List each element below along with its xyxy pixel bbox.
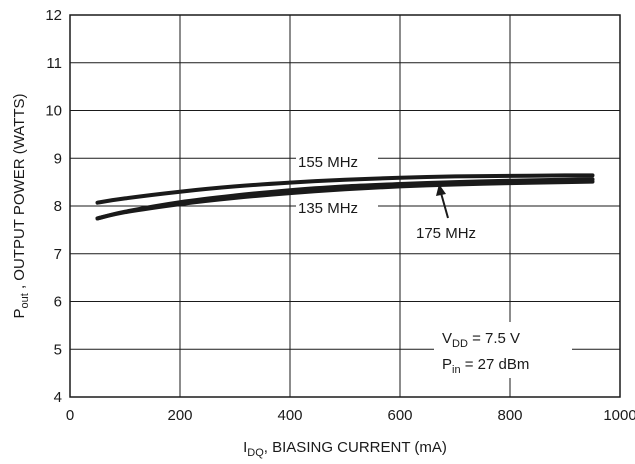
series-label-155: 155 MHz (298, 154, 358, 171)
conditions-bg (434, 322, 572, 378)
y-tick-label: 8 (54, 198, 62, 215)
series-label-135: 135 MHz (298, 200, 358, 217)
annotation-pin: Pin = 27 dBm (442, 356, 529, 376)
label-155-bg (296, 151, 378, 171)
label-135-bg (296, 197, 378, 217)
y-tick-label: 9 (54, 150, 62, 167)
y-tick-label: 5 (54, 341, 62, 358)
y-tick-label: 11 (46, 55, 62, 72)
x-tick-label: 0 (66, 407, 74, 424)
arrow-175 (436, 184, 449, 219)
y-tick-label: 10 (45, 103, 62, 120)
x-tick-label: 600 (387, 407, 412, 424)
series-line-155-mhz (95, 173, 595, 205)
y-axis-label: Pout , OUTPUT POWER (WATTS) (11, 93, 31, 318)
x-tick-label: 400 (277, 407, 302, 424)
series-layer (95, 173, 595, 221)
series-line-175-mhz (95, 179, 595, 221)
annotation-vdd: VDD = 7.5 V (442, 330, 520, 350)
y-tick-label: 7 (54, 246, 62, 263)
x-tick-label: 1000 (603, 407, 635, 424)
label-175-bg (408, 222, 490, 242)
y-tick-label: 6 (54, 294, 62, 311)
x-axis-label: IDQ, BIASING CURRENT (mA) (243, 439, 447, 459)
series-label-175: 175 MHz (416, 225, 476, 242)
y-tick-label: 12 (45, 7, 62, 24)
x-tick-label: 800 (497, 407, 522, 424)
tick-labels: 0 200 400 600 800 1000 4 5 6 7 8 9 10 11 12 (45, 7, 635, 424)
plot-frame (69, 14, 621, 398)
y-tick-label: 4 (54, 389, 62, 406)
x-tick-label: 200 (167, 407, 192, 424)
